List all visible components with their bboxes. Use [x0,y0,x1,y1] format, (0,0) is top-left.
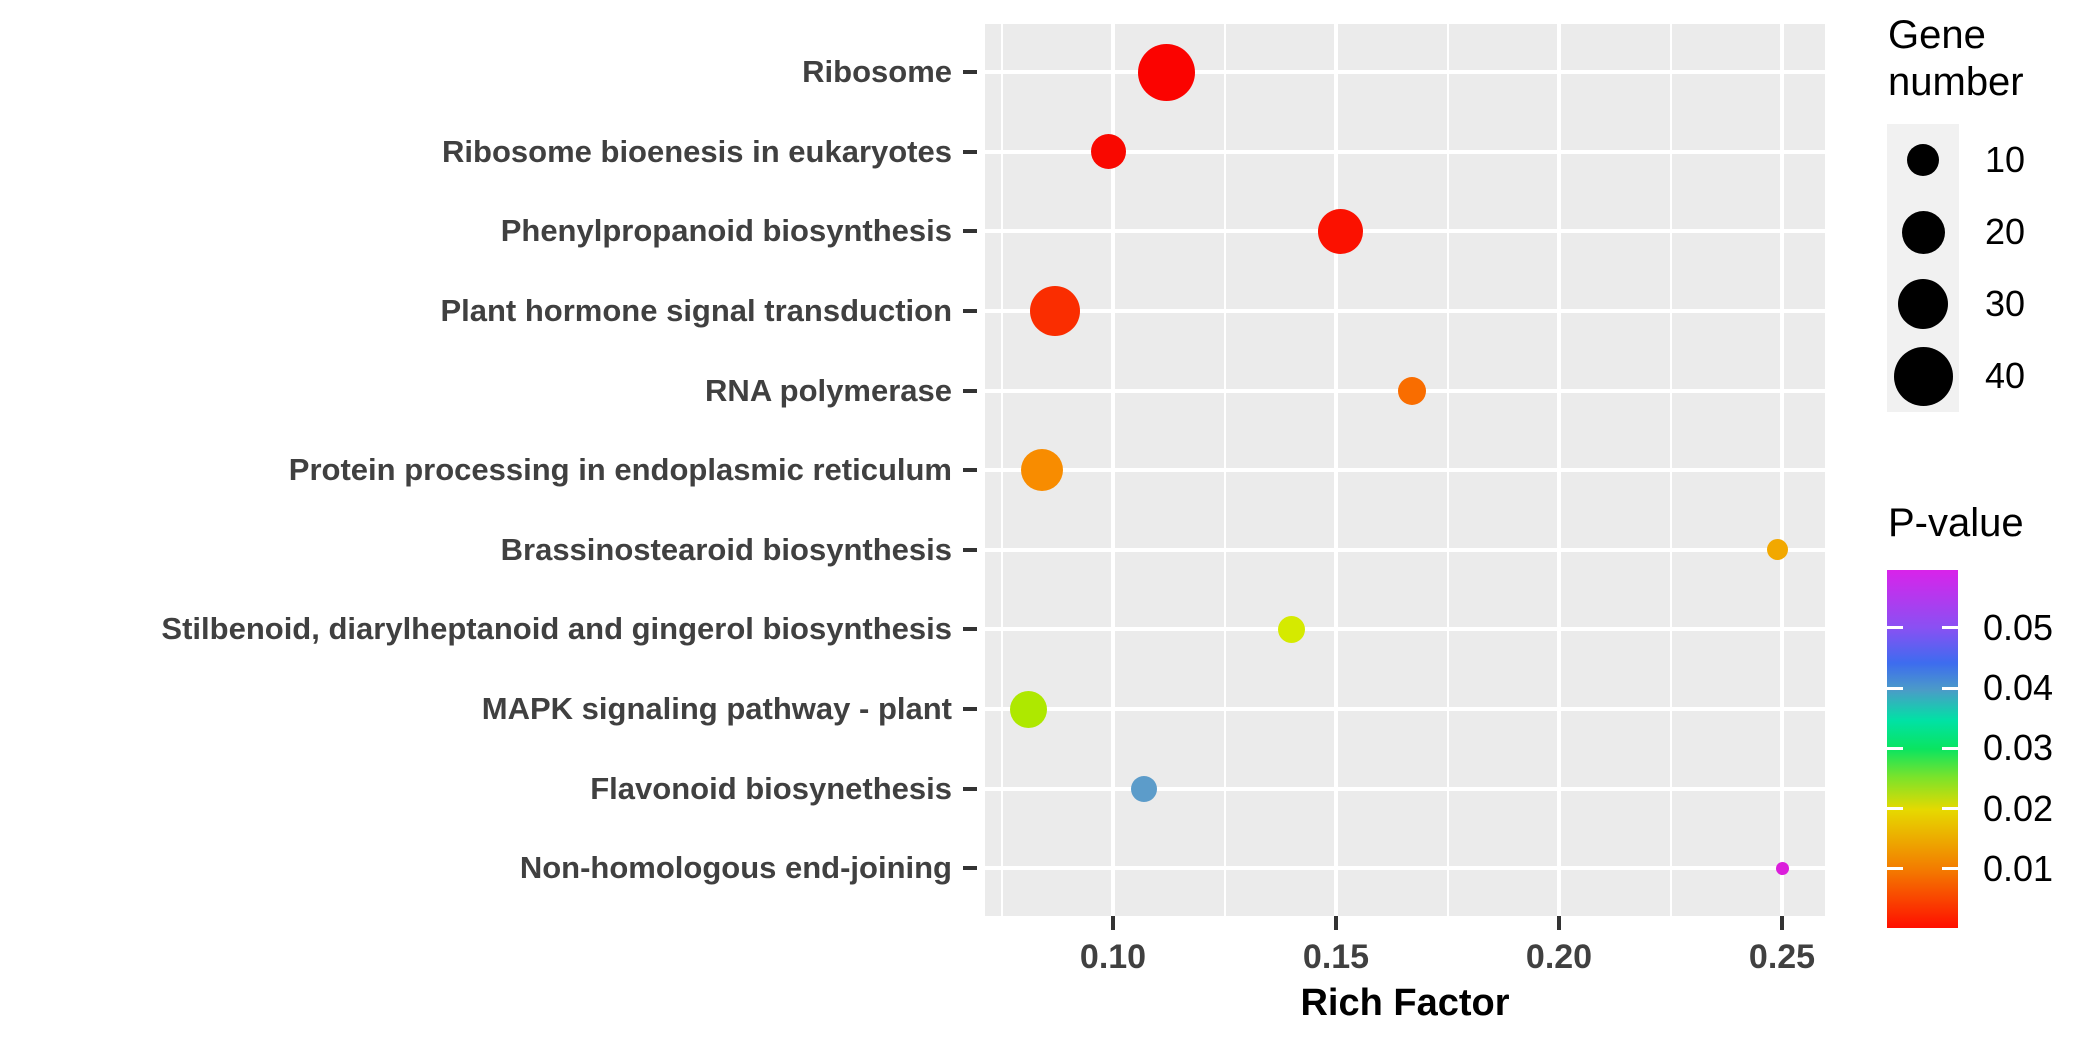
y-axis-label: RNA polymerase [705,372,952,408]
y-axis-label: Flavonoid biosynethesis [590,770,952,806]
gridline-horizontal-major [985,627,1825,632]
gridline-horizontal-major [985,229,1825,234]
gridline-horizontal-major [985,70,1825,74]
y-axis-label: Protein processing in endoplasmic reticu… [288,452,952,488]
y-axis-tick [963,547,977,552]
y-axis-tick [963,786,977,791]
y-axis-tick [963,388,977,393]
data-point-bubble [1020,449,1063,492]
x-axis-title: Rich Factor [1300,982,1510,1024]
p-value-colorbar-tick-left [1887,807,1903,811]
gridline-horizontal-major [985,707,1825,712]
gridline-horizontal-major [985,547,1825,552]
x-axis-tick [1780,916,1784,930]
y-axis-tick [963,468,977,473]
gridline-horizontal-major [985,786,1825,791]
data-point-bubble [1775,861,1789,875]
y-axis-tick [963,707,977,712]
x-axis-tick-label: 0.25 [1748,938,1816,976]
p-value-legend-label: 0.05 [1983,606,2054,648]
gridline-horizontal-major [985,468,1825,473]
gene-number-legend-title-line1: Gene [1888,13,1986,57]
data-point-bubble [1030,285,1081,336]
gridline-horizontal-major [985,149,1825,154]
p-value-colorbar-tick-left [1887,867,1903,871]
data-point-bubble [1091,134,1127,170]
p-value-legend-label: 0.01 [1983,847,2054,889]
p-value-colorbar-tick-left [1887,626,1903,630]
gridline-horizontal-major [985,308,1825,313]
x-axis-tick-label: 0.10 [1079,938,1147,976]
x-axis-tick [1111,916,1115,930]
data-point-bubble [1317,208,1363,254]
x-axis-tick-label: 0.15 [1302,938,1370,976]
gene-number-legend-dot [1898,279,1948,329]
p-value-legend-title: P-value [1888,501,2024,545]
gene-number-legend-dot [1907,144,1939,176]
x-axis-tick [1557,916,1561,930]
p-value-colorbar-tick-right [1942,867,1958,871]
gene-number-legend-dot [1901,210,1945,254]
y-axis-label: Phenylpropanoid biosynthesis [500,213,952,249]
data-point-bubble [1138,43,1196,101]
p-value-colorbar-tick-left [1887,686,1903,690]
p-value-legend-label: 0.02 [1983,787,2054,829]
data-point-bubble [1397,376,1426,405]
y-axis-tick [963,627,977,632]
y-axis-label: Ribosome bioenesis in eukaryotes [442,133,952,169]
y-axis-label: Non-homologous end-joining [519,850,952,886]
gene-number-legend-title: Gene number [1888,12,2024,106]
data-point-bubble [1131,775,1158,802]
data-point-bubble [1009,690,1047,728]
gene-number-legend-label: 20 [1985,211,2026,252]
p-value-legend-label: 0.03 [1983,727,2054,769]
y-axis-label: Stilbenoid, diarylheptanoid and gingerol… [161,611,952,647]
x-axis-tick [1334,916,1338,930]
x-axis-tick-label: 0.20 [1525,938,1593,976]
y-axis-tick [963,229,977,234]
y-axis-label: MAPK signaling pathway - plant [481,691,952,727]
y-axis-label: Ribosome [802,54,952,89]
p-value-colorbar-tick-right [1942,686,1958,690]
p-value-colorbar-tick-right [1942,807,1958,811]
p-value-colorbar-tick-left [1887,746,1903,750]
gene-number-legend-title-line2: number [1888,60,2024,104]
p-value-colorbar-tick-right [1942,746,1958,750]
y-axis-label: Plant hormone signal transduction [440,292,952,328]
y-axis-tick [963,149,977,154]
gridline-horizontal-major [985,866,1825,871]
data-point-bubble [1277,615,1305,643]
p-value-colorbar-tick-right [1942,626,1958,630]
y-axis-tick [963,866,977,871]
y-axis-tick [963,70,977,74]
gene-number-legend-dot [1893,346,1953,406]
gene-number-legend-label: 30 [1985,283,2026,324]
gene-number-legend-label: 10 [1985,139,2026,180]
p-value-legend-label: 0.04 [1983,667,2054,709]
y-axis-tick [963,308,977,313]
y-axis-label: Brassinostearoid biosynthesis [500,531,952,567]
data-point-bubble [1767,539,1789,561]
gene-number-legend-label: 40 [1985,355,2026,396]
